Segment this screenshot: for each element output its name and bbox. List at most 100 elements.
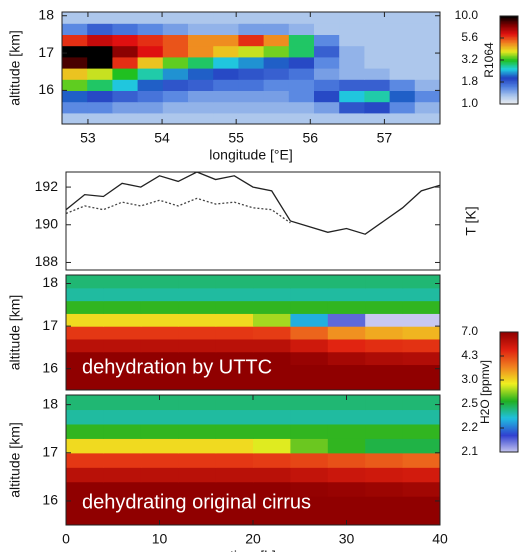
heatmap-cell (414, 12, 440, 24)
colorbar-swatch (500, 43, 518, 46)
heatmap-cell (389, 112, 416, 124)
colorbar-swatch (500, 70, 518, 73)
heatmap-cell (365, 338, 404, 353)
colorbar-swatch (500, 49, 518, 52)
colorbar-swatch (500, 64, 518, 67)
heatmap-cell (365, 395, 404, 411)
colorbar-tick-label: 2.1 (461, 444, 478, 458)
heatmap-cell (188, 56, 214, 69)
panel: 188 190 192 T [K] (35, 171, 479, 271)
heatmap-cell (188, 12, 214, 24)
heatmap-cell (215, 395, 254, 411)
plot-area (66, 275, 440, 390)
heatmap-cell (365, 351, 404, 366)
colorbar-swatch (500, 76, 518, 79)
heatmap-cell (213, 23, 239, 35)
heatmap-cell (339, 90, 365, 103)
heatmap-cell (215, 423, 254, 439)
colorbar-swatch (500, 82, 518, 84)
heatmap-cell (290, 481, 329, 497)
heatmap-cell (253, 300, 291, 314)
heatmap-cell (215, 438, 254, 454)
colorbar-swatch (500, 89, 518, 92)
y-axis-label: T [K] (463, 206, 479, 235)
heatmap-cell (103, 275, 142, 289)
heatmap-cell (137, 34, 164, 47)
colorbar-swatch (500, 98, 518, 101)
colorbar-swatch (500, 58, 518, 61)
colorbar-swatch (500, 350, 518, 353)
heatmap-cell (140, 287, 179, 302)
colorbar-swatch (500, 16, 518, 18)
colorbar-tick-label: 7.0 (461, 324, 478, 338)
heatmap-cell (112, 112, 139, 124)
colorbar-swatch (500, 55, 518, 58)
heatmap-cell (87, 101, 113, 114)
heatmap-cell (290, 496, 329, 512)
colorbar-swatch (500, 448, 518, 451)
colorbar-swatch (500, 40, 518, 43)
heatmap-cell (389, 90, 416, 103)
colorbar-swatch (500, 73, 518, 76)
heatmap-cell (87, 23, 113, 35)
heatmap-cell (162, 101, 189, 114)
heatmap-cell (327, 326, 366, 340)
heatmap-cell (288, 79, 315, 91)
colorbar-swatch (500, 80, 518, 83)
colorbar-swatch (500, 45, 518, 48)
colorbar-swatch (500, 444, 518, 447)
colorbar-label: R1064 (482, 42, 496, 78)
heatmap-cell (66, 351, 104, 366)
colorbar-swatch (500, 354, 518, 357)
colorbar-swatch (500, 86, 518, 89)
y-tick-label: 16 (42, 492, 58, 508)
heatmap-cell (215, 409, 254, 425)
colorbar-swatch (500, 344, 518, 347)
heatmap-cell (66, 481, 104, 497)
heatmap-cell (402, 287, 440, 302)
colorbar-label: H2O [ppmv] (478, 360, 492, 424)
x-tick-label: 57 (377, 130, 393, 146)
heatmap-cell (314, 112, 340, 124)
heatmap-cell (339, 45, 365, 58)
heatmap-cell (162, 23, 189, 35)
colorbar-swatch (500, 352, 518, 355)
heatmap-cell (288, 101, 315, 114)
heatmap-cell (66, 423, 104, 439)
colorbar-swatch (500, 402, 518, 405)
heatmap-cell (87, 34, 113, 47)
heatmap-cell (213, 34, 239, 47)
heatmap-cell (414, 68, 440, 80)
colorbar-swatch (500, 364, 518, 367)
heatmap-cell (137, 90, 164, 103)
colorbar-swatch (500, 48, 518, 51)
heatmap-cell (87, 56, 113, 69)
x-tick-label: 40 (432, 531, 448, 547)
heatmap-cell (140, 496, 179, 512)
heatmap-cell (215, 338, 254, 353)
heatmap-cell (253, 364, 291, 378)
heatmap-cell (112, 12, 139, 24)
colorbar-swatch (500, 426, 518, 429)
heatmap-cell (137, 23, 164, 35)
heatmap-cell (364, 12, 391, 24)
heatmap-cell (364, 23, 391, 35)
heatmap-cell (253, 496, 291, 512)
colorbar-tick-label: 1.8 (461, 74, 478, 88)
heatmap-cell (213, 68, 239, 80)
heatmap-cell (290, 351, 329, 366)
heatmap-cell (103, 287, 142, 302)
heatmap-cell (253, 423, 291, 439)
heatmap-cell (288, 34, 315, 47)
heatmap-cell (103, 452, 142, 468)
heatmap-cell (402, 351, 440, 366)
heatmap-cell (327, 395, 366, 411)
y-tick-label: 17 (42, 443, 58, 459)
heatmap-cell (213, 101, 239, 114)
heatmap-cell (364, 79, 391, 91)
heatmap-cell (402, 364, 440, 378)
heatmap-cell (327, 338, 366, 353)
colorbar-swatch (500, 68, 518, 71)
colorbar-swatch (500, 446, 518, 449)
heatmap-cell (263, 12, 290, 24)
